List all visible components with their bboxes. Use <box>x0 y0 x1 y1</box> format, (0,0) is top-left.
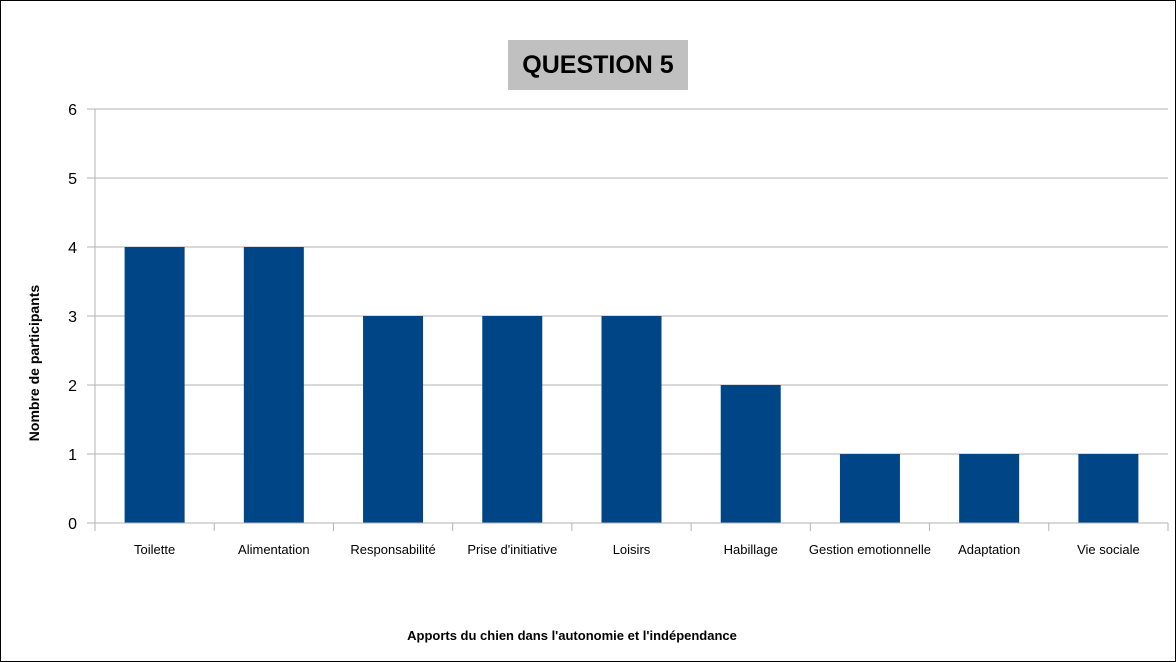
bar <box>839 454 900 523</box>
x-tick-label: Responsabilité <box>350 542 435 557</box>
x-axis-label: Apports du chien dans l'autonomie et l'i… <box>407 628 737 643</box>
bar <box>482 316 543 523</box>
bar <box>720 385 781 523</box>
axes <box>94 109 1169 531</box>
x-tick-labels: Toilette Alimentation Responsabilité Prise … <box>134 542 1140 557</box>
bar <box>243 247 304 523</box>
x-tick-label: Prise d'initiative <box>467 542 557 557</box>
x-tick-label: Vie sociale <box>1077 542 1140 557</box>
y-tick-label: 6 <box>68 102 77 119</box>
bars <box>124 247 1139 523</box>
y-tick-label: 2 <box>68 378 77 395</box>
y-tick-label: 4 <box>68 240 77 257</box>
x-tick-label: Loisirs <box>613 542 651 557</box>
y-tick-label: 3 <box>68 309 77 326</box>
bar <box>601 316 662 523</box>
x-tick-label: Adaptation <box>958 542 1020 557</box>
y-tick-label: 1 <box>68 447 77 464</box>
x-tick-label: Alimentation <box>238 542 310 557</box>
chart-title: QUESTION 5 <box>508 40 688 90</box>
bar <box>363 316 424 523</box>
y-tick-labels: 0 1 2 3 4 5 6 <box>68 102 77 533</box>
x-tick-label: Habillage <box>724 542 778 557</box>
y-tick-label: 5 <box>68 171 77 188</box>
bar <box>1078 454 1139 523</box>
x-tick-label: Toilette <box>134 542 175 557</box>
x-tick-label: Gestion emotionnelle <box>809 542 931 557</box>
bar <box>959 454 1020 523</box>
y-axis-label: Nombre de participants <box>26 285 42 442</box>
y-tick-label: 0 <box>68 516 77 533</box>
bar <box>124 247 185 523</box>
